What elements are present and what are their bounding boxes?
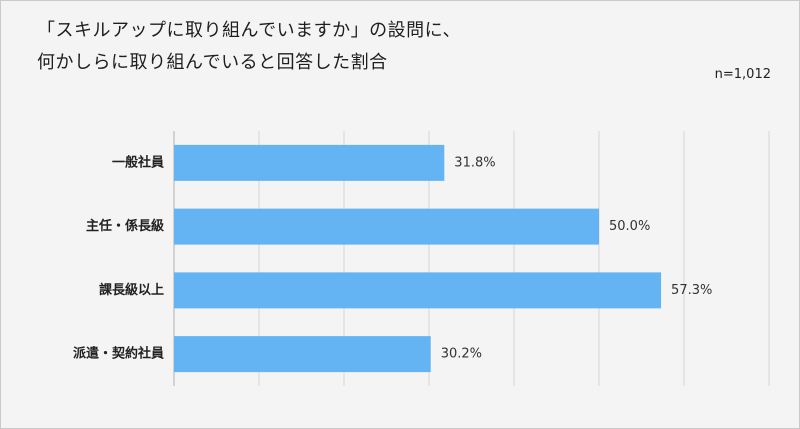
bar bbox=[174, 208, 599, 245]
category-label: 課長級以上 bbox=[99, 282, 164, 298]
category-label: 主任・係長級 bbox=[86, 218, 164, 234]
chart-title-line-1: 「スキルアップに取り組んでいますか」の設問に、 bbox=[37, 20, 462, 41]
bar bbox=[174, 336, 431, 373]
chart-title: 「スキルアップに取り組んでいますか」の設問に、 何かしらに取り組んでいると回答し… bbox=[37, 15, 637, 79]
category-label: 派遣・契約社員 bbox=[73, 346, 164, 362]
category-label: 一般社員 bbox=[112, 154, 164, 170]
value-label: 30.2% bbox=[441, 347, 482, 362]
sample-size-note: n=1,012 bbox=[714, 67, 771, 82]
chart-title-line-2: 何かしらに取り組んでいると回答した割合 bbox=[37, 52, 388, 73]
bar bbox=[174, 272, 662, 309]
value-label: 50.0% bbox=[609, 219, 650, 234]
bar bbox=[174, 144, 445, 181]
value-label: 31.8% bbox=[454, 155, 495, 170]
value-label: 57.3% bbox=[671, 283, 712, 298]
